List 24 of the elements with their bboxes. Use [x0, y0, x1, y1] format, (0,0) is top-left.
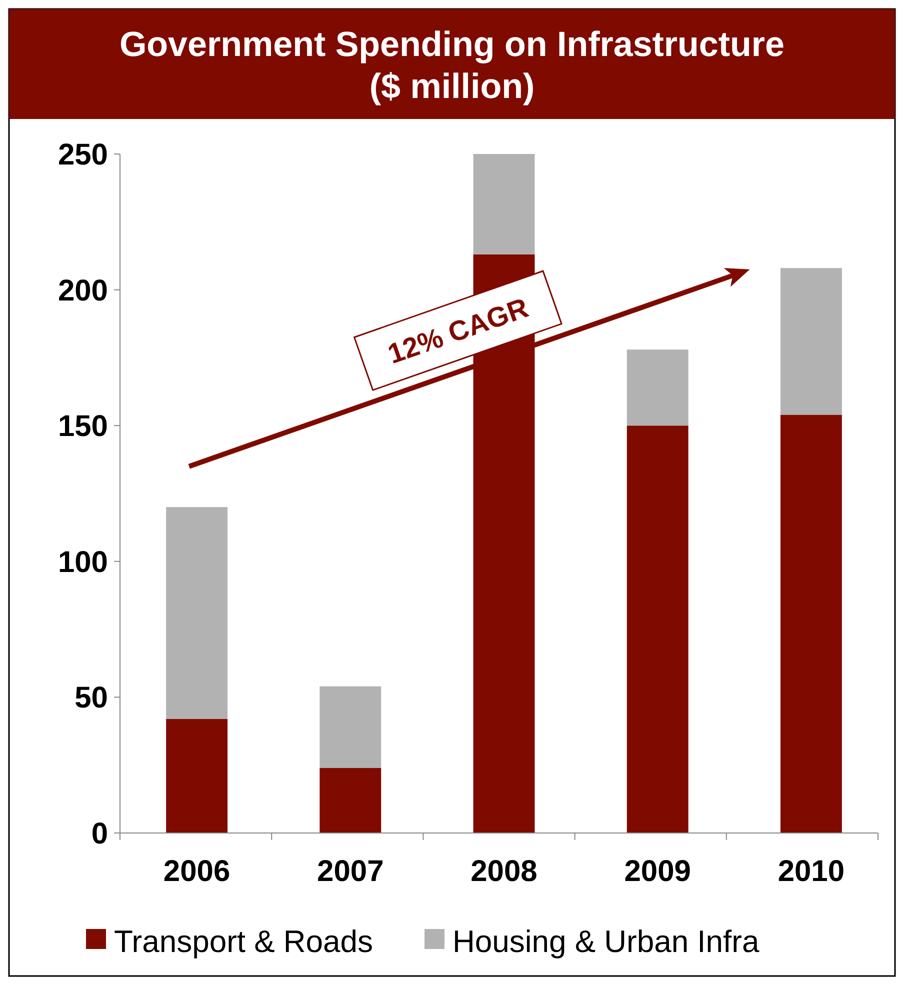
- annotation: 12% CAGR: [384, 292, 532, 370]
- y-tick-label: 50: [74, 682, 108, 715]
- y-tick-label: 150: [58, 410, 108, 444]
- y-tick-label: 100: [58, 546, 108, 579]
- bar: [780, 414, 842, 833]
- x-tick-label: 2009: [624, 855, 691, 888]
- x-tick-label: 2007: [317, 855, 384, 888]
- y-tick-label: 200: [58, 274, 108, 308]
- legend-label: Housing & Urban Infra: [452, 924, 760, 959]
- bar: [320, 768, 382, 833]
- bar: [166, 507, 228, 719]
- chart-title: Government Spending on Infrastructure ($ million): [119, 25, 785, 106]
- y-tick-label: 0: [91, 818, 108, 850]
- legend-label: Transport & Roads: [114, 924, 374, 959]
- bar: [780, 268, 842, 415]
- x-tick-label: 2006: [163, 855, 230, 888]
- bar: [166, 718, 228, 833]
- bar: [473, 154, 535, 254]
- bar: [626, 350, 688, 426]
- x-tick-label: 2008: [470, 855, 538, 888]
- x-tick-label: 2010: [778, 855, 845, 888]
- y-tick-label: 250: [58, 138, 108, 172]
- bar: [626, 426, 688, 833]
- bar: [320, 686, 382, 768]
